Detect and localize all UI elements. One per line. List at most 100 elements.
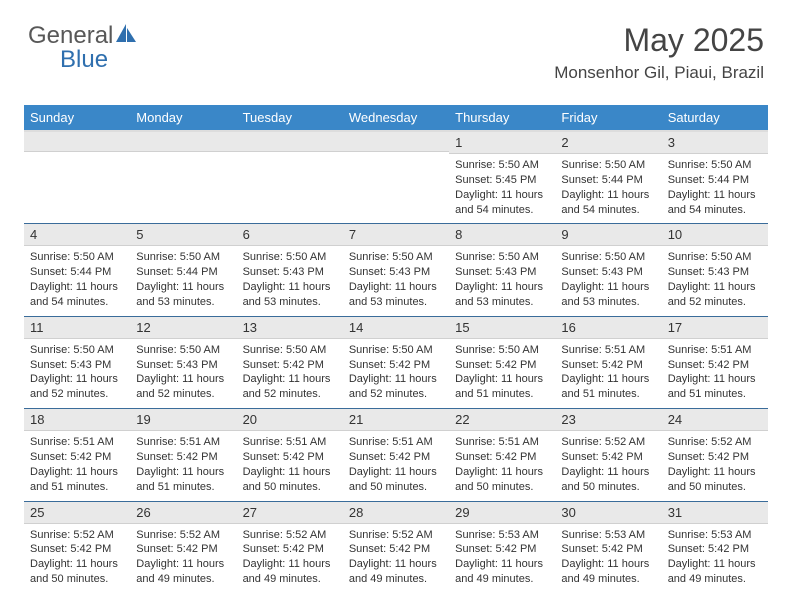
- day-number: 29: [449, 502, 555, 524]
- day-data: Sunrise: 5:50 AMSunset: 5:42 PMDaylight:…: [237, 339, 343, 408]
- day-data: Sunrise: 5:51 AMSunset: 5:42 PMDaylight:…: [449, 431, 555, 500]
- daylight-text: Daylight: 11 hours and 53 minutes.: [561, 280, 655, 310]
- sunset-text: Sunset: 5:44 PM: [668, 173, 762, 188]
- dayhead-sun: Sunday: [24, 105, 130, 131]
- day-number: 1: [449, 132, 555, 154]
- day-number: 22: [449, 409, 555, 431]
- calendar-cell: 24Sunrise: 5:52 AMSunset: 5:42 PMDayligh…: [662, 409, 768, 501]
- calendar-cell: 18Sunrise: 5:51 AMSunset: 5:42 PMDayligh…: [24, 409, 130, 501]
- sunrise-text: Sunrise: 5:52 AM: [136, 528, 230, 543]
- sunrise-text: Sunrise: 5:50 AM: [455, 250, 549, 265]
- daylight-text: Daylight: 11 hours and 49 minutes.: [136, 557, 230, 587]
- calendar-cell: 1Sunrise: 5:50 AMSunset: 5:45 PMDaylight…: [449, 131, 555, 224]
- sunset-text: Sunset: 5:42 PM: [243, 450, 337, 465]
- calendar-cell: 29Sunrise: 5:53 AMSunset: 5:42 PMDayligh…: [449, 501, 555, 593]
- day-number: 23: [555, 409, 661, 431]
- sunrise-text: Sunrise: 5:50 AM: [561, 250, 655, 265]
- dayhead-wed: Wednesday: [343, 105, 449, 131]
- sunset-text: Sunset: 5:42 PM: [561, 358, 655, 373]
- day-number: 14: [343, 317, 449, 339]
- sunset-text: Sunset: 5:43 PM: [349, 265, 443, 280]
- dayhead-sat: Saturday: [662, 105, 768, 131]
- calendar-cell: [237, 131, 343, 224]
- day-number: 30: [555, 502, 661, 524]
- day-number: 13: [237, 317, 343, 339]
- calendar-cell: 9Sunrise: 5:50 AMSunset: 5:43 PMDaylight…: [555, 224, 661, 316]
- day-number: [24, 132, 130, 152]
- day-data: Sunrise: 5:51 AMSunset: 5:42 PMDaylight:…: [237, 431, 343, 500]
- day-number: 31: [662, 502, 768, 524]
- brand-part2: Blue: [60, 46, 108, 73]
- calendar-cell: 8Sunrise: 5:50 AMSunset: 5:43 PMDaylight…: [449, 224, 555, 316]
- sunrise-text: Sunrise: 5:51 AM: [30, 435, 124, 450]
- sunset-text: Sunset: 5:42 PM: [30, 542, 124, 557]
- calendar-week: 4Sunrise: 5:50 AMSunset: 5:44 PMDaylight…: [24, 224, 768, 316]
- calendar-cell: [24, 131, 130, 224]
- dayhead-tue: Tuesday: [237, 105, 343, 131]
- sunset-text: Sunset: 5:43 PM: [136, 358, 230, 373]
- day-data: Sunrise: 5:52 AMSunset: 5:42 PMDaylight:…: [555, 431, 661, 500]
- calendar-cell: 16Sunrise: 5:51 AMSunset: 5:42 PMDayligh…: [555, 316, 661, 408]
- day-data: Sunrise: 5:51 AMSunset: 5:42 PMDaylight:…: [130, 431, 236, 500]
- sunrise-text: Sunrise: 5:50 AM: [455, 343, 549, 358]
- calendar-week: 11Sunrise: 5:50 AMSunset: 5:43 PMDayligh…: [24, 316, 768, 408]
- day-data: Sunrise: 5:50 AMSunset: 5:43 PMDaylight:…: [662, 246, 768, 315]
- calendar-cell: 26Sunrise: 5:52 AMSunset: 5:42 PMDayligh…: [130, 501, 236, 593]
- sunrise-text: Sunrise: 5:51 AM: [668, 343, 762, 358]
- sunset-text: Sunset: 5:42 PM: [349, 358, 443, 373]
- sunrise-text: Sunrise: 5:50 AM: [561, 158, 655, 173]
- calendar-cell: 30Sunrise: 5:53 AMSunset: 5:42 PMDayligh…: [555, 501, 661, 593]
- sunset-text: Sunset: 5:43 PM: [668, 265, 762, 280]
- sunset-text: Sunset: 5:44 PM: [136, 265, 230, 280]
- sunrise-text: Sunrise: 5:52 AM: [243, 528, 337, 543]
- day-number: 12: [130, 317, 236, 339]
- calendar-cell: [343, 131, 449, 224]
- sunset-text: Sunset: 5:42 PM: [243, 542, 337, 557]
- calendar-cell: 2Sunrise: 5:50 AMSunset: 5:44 PMDaylight…: [555, 131, 661, 224]
- day-header-row: Sunday Monday Tuesday Wednesday Thursday…: [24, 105, 768, 131]
- day-number: [343, 132, 449, 152]
- day-number: 15: [449, 317, 555, 339]
- day-number: 20: [237, 409, 343, 431]
- sunrise-text: Sunrise: 5:51 AM: [455, 435, 549, 450]
- day-data: Sunrise: 5:52 AMSunset: 5:42 PMDaylight:…: [662, 431, 768, 500]
- sunrise-text: Sunrise: 5:50 AM: [668, 158, 762, 173]
- calendar-week: 1Sunrise: 5:50 AMSunset: 5:45 PMDaylight…: [24, 131, 768, 224]
- calendar-table: Sunday Monday Tuesday Wednesday Thursday…: [24, 105, 768, 593]
- daylight-text: Daylight: 11 hours and 51 minutes.: [668, 372, 762, 402]
- day-data: Sunrise: 5:50 AMSunset: 5:43 PMDaylight:…: [555, 246, 661, 315]
- sunset-text: Sunset: 5:42 PM: [136, 542, 230, 557]
- daylight-text: Daylight: 11 hours and 50 minutes.: [668, 465, 762, 495]
- sunrise-text: Sunrise: 5:53 AM: [561, 528, 655, 543]
- daylight-text: Daylight: 11 hours and 54 minutes.: [561, 188, 655, 218]
- day-number: 24: [662, 409, 768, 431]
- calendar-cell: 15Sunrise: 5:50 AMSunset: 5:42 PMDayligh…: [449, 316, 555, 408]
- day-number: 25: [24, 502, 130, 524]
- dayhead-mon: Monday: [130, 105, 236, 131]
- sunset-text: Sunset: 5:42 PM: [349, 542, 443, 557]
- sunrise-text: Sunrise: 5:52 AM: [561, 435, 655, 450]
- day-data: Sunrise: 5:50 AMSunset: 5:43 PMDaylight:…: [130, 339, 236, 408]
- day-number: 21: [343, 409, 449, 431]
- calendar-cell: 4Sunrise: 5:50 AMSunset: 5:44 PMDaylight…: [24, 224, 130, 316]
- sunrise-text: Sunrise: 5:51 AM: [561, 343, 655, 358]
- daylight-text: Daylight: 11 hours and 49 minutes.: [561, 557, 655, 587]
- calendar-cell: 14Sunrise: 5:50 AMSunset: 5:42 PMDayligh…: [343, 316, 449, 408]
- calendar-week: 18Sunrise: 5:51 AMSunset: 5:42 PMDayligh…: [24, 409, 768, 501]
- page-header: May 2025 Monsenhor Gil, Piaui, Brazil: [554, 22, 764, 83]
- sunset-text: Sunset: 5:42 PM: [243, 358, 337, 373]
- day-number: [237, 132, 343, 152]
- day-number: 8: [449, 224, 555, 246]
- sunrise-text: Sunrise: 5:50 AM: [243, 343, 337, 358]
- daylight-text: Daylight: 11 hours and 54 minutes.: [455, 188, 549, 218]
- dayhead-thu: Thursday: [449, 105, 555, 131]
- daylight-text: Daylight: 11 hours and 50 minutes.: [349, 465, 443, 495]
- day-data: Sunrise: 5:50 AMSunset: 5:44 PMDaylight:…: [130, 246, 236, 315]
- calendar-cell: 20Sunrise: 5:51 AMSunset: 5:42 PMDayligh…: [237, 409, 343, 501]
- sunset-text: Sunset: 5:43 PM: [30, 358, 124, 373]
- day-number: 3: [662, 132, 768, 154]
- calendar-cell: [130, 131, 236, 224]
- calendar-cell: 23Sunrise: 5:52 AMSunset: 5:42 PMDayligh…: [555, 409, 661, 501]
- daylight-text: Daylight: 11 hours and 51 minutes.: [136, 465, 230, 495]
- day-number: 2: [555, 132, 661, 154]
